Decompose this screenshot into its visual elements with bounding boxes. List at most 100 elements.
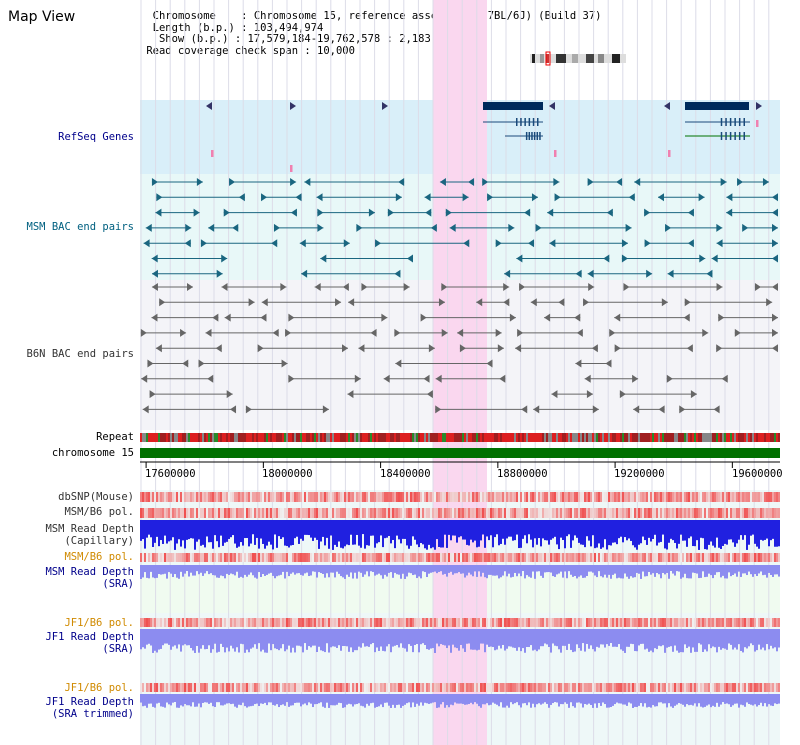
jf1-pol-cell	[710, 618, 712, 627]
msm-pol2-cell	[334, 553, 336, 562]
track-label-jf1-pol-2[interactable]: JF1/B6 pol.	[64, 682, 134, 694]
jf1-depth-trimmed-bar	[350, 694, 352, 705]
jf1-depth-trimmed-bar	[278, 694, 280, 708]
jf1-pol2-cell	[340, 683, 342, 692]
msm-pol2-cell	[140, 553, 142, 562]
b6n-bac-pair-end	[395, 359, 402, 368]
jf1-pol-cell	[406, 618, 408, 627]
jf1-pol-cell	[398, 618, 400, 627]
jf1-depth-trimmed-bar	[340, 694, 342, 704]
msm-depth-capillary-bar	[210, 520, 212, 543]
track-label-msm-bac[interactable]: MSM BAC end pairs	[26, 221, 134, 233]
jf1-depth-sra-bar	[700, 629, 702, 645]
msm-pol2-cell	[472, 553, 474, 562]
track-label-jf1-pol[interactable]: JF1/B6 pol.	[64, 617, 134, 629]
jf1-depth-trimmed-bar	[478, 694, 480, 707]
msm-depth-sra-bar	[704, 565, 706, 578]
jf1-depth-trimmed-bar	[618, 694, 620, 704]
jf1-pol-cell	[746, 618, 748, 627]
msm-pol2-cell	[686, 553, 688, 562]
jf1-pol-cell	[412, 618, 414, 627]
msm-depth-capillary-bar	[720, 520, 722, 549]
track-label-repeat[interactable]: Repeat	[96, 431, 134, 443]
track-label-chromosome[interactable]: chromosome 15	[51, 447, 134, 459]
msm-pol-cell	[430, 508, 432, 518]
msm-pol2-cell	[196, 553, 198, 562]
msm-depth-sra-bar	[246, 565, 248, 577]
msm-pol-cell	[400, 508, 402, 518]
chromosome-ideogram[interactable]	[530, 51, 626, 66]
msm-depth-capillary-bar	[524, 520, 526, 536]
msm-pol-cell	[496, 508, 498, 518]
jf1-pol-cell	[466, 618, 468, 627]
dbsnp-cell	[148, 492, 150, 502]
msm-depth-capillary-bar	[762, 520, 764, 541]
repeat-element	[614, 433, 616, 442]
repeat-element	[520, 433, 522, 442]
msm-depth-sra-bar	[412, 565, 414, 576]
jf1-pol-cell	[368, 618, 370, 627]
jf1-pol-cell	[264, 618, 266, 627]
track-label-msm-depth-capillary[interactable]: MSM Read Depth (Capillary)	[45, 523, 134, 547]
jf1-depth-trimmed-bar	[262, 694, 264, 704]
msm-depth-sra-bar	[676, 565, 678, 572]
msm-pol2-cell	[172, 553, 174, 562]
msm-pol-cell	[594, 508, 596, 518]
msm-depth-sra-bar	[722, 565, 724, 576]
track-label-msm-depth-sra[interactable]: MSM Read Depth (SRA)	[45, 566, 134, 590]
msm-pol2-cell	[296, 553, 298, 562]
msm-pol2-cell	[360, 553, 362, 562]
msm-pol-cell	[702, 508, 704, 518]
jf1-pol2-cell	[356, 683, 358, 692]
jf1-depth-sra-bar	[660, 629, 662, 647]
jf1-pol-cell	[172, 618, 174, 627]
track-label-b6n-bac[interactable]: B6N BAC end pairs	[26, 348, 134, 360]
repeat-element	[184, 433, 186, 442]
track-label-dbsnp[interactable]: dbSNP(Mouse)	[58, 491, 134, 503]
b6n-bac-pair-end	[666, 374, 673, 383]
b6n-bac-pair-end	[544, 313, 551, 322]
jf1-depth-trimmed-bar	[604, 694, 606, 705]
jf1-depth-sra-bar	[328, 629, 330, 653]
dbsnp-cell	[546, 492, 548, 502]
msm-pol2-cell	[314, 553, 316, 562]
dbsnp-cell	[450, 492, 452, 502]
dbsnp-cell	[738, 492, 740, 502]
track-label-msm-pol-2[interactable]: MSM/B6 pol.	[64, 551, 134, 563]
track-label-refseq[interactable]: RefSeq Genes	[58, 131, 134, 143]
repeat-element	[610, 433, 612, 442]
msm-depth-capillary-bar	[698, 520, 700, 550]
msm-pol-cell	[638, 508, 640, 518]
jf1-pol-cell	[154, 618, 156, 627]
msm-depth-capillary-bar	[728, 520, 730, 540]
chromosome-bar	[140, 448, 780, 458]
b6n-bac-pair-end	[347, 390, 354, 399]
msm-pol2-cell	[310, 553, 312, 562]
dbsnp-cell	[454, 492, 456, 502]
msm-depth-capillary-bar	[332, 520, 334, 550]
jf1-depth-trimmed-bar	[510, 694, 512, 703]
msm-pol2-cell	[572, 553, 574, 562]
dbsnp-cell	[224, 492, 226, 502]
jf1-depth-sra-bar	[324, 629, 326, 653]
msm-depth-capillary-bar	[232, 520, 234, 536]
jf1-depth-sra-bar	[184, 629, 186, 645]
dbsnp-cell	[628, 492, 630, 502]
msm-pol-cell	[592, 508, 594, 518]
msm-depth-capillary-bar	[248, 520, 250, 547]
msm-pol2-cell	[508, 553, 510, 562]
jf1-pol-cell	[748, 618, 750, 627]
track-label-msm-pol[interactable]: MSM/B6 pol.	[64, 506, 134, 518]
jf1-depth-trimmed-bar	[768, 694, 770, 705]
msm-pol2-cell	[552, 553, 554, 562]
jf1-depth-sra-bar	[496, 629, 498, 650]
msm-depth-sra-bar	[458, 565, 460, 573]
track-label-jf1-depth-trimmed[interactable]: JF1 Read Depth (SRA trimmed)	[45, 696, 134, 720]
jf1-pol-cell	[768, 618, 770, 627]
jf1-pol2-cell	[666, 683, 668, 692]
msm-depth-capillary-bar	[640, 520, 642, 544]
dbsnp-cell	[334, 492, 336, 502]
track-label-jf1-depth-sra[interactable]: JF1 Read Depth (SRA)	[45, 631, 134, 655]
jf1-pol2-cell	[252, 683, 254, 692]
